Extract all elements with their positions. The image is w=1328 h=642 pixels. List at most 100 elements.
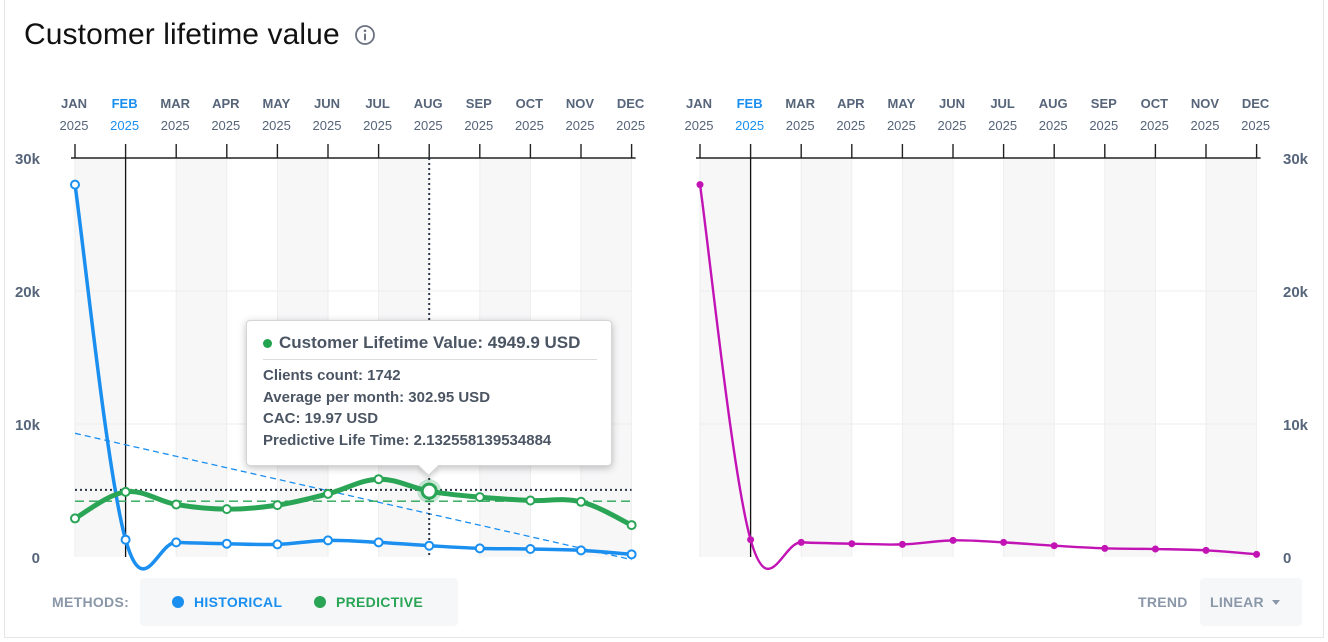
month-label: MAY [888, 96, 916, 111]
predictive-dot-icon [314, 596, 326, 608]
month-label: JAN [61, 96, 87, 111]
trend-select[interactable]: LINEAR [1200, 578, 1302, 626]
y-tick-label: 20k [1283, 284, 1309, 301]
year-label: 2025 [566, 118, 595, 133]
trend-point [747, 536, 755, 544]
methods-label: METHODS: [52, 594, 130, 610]
month-label: OCT [1141, 96, 1169, 111]
month-label: FEB [112, 96, 138, 111]
clv-tooltip: Customer Lifetime Value: 4949.9 USD Clie… [246, 320, 612, 466]
year-label: 2025 [1191, 118, 1220, 133]
predictive-point [70, 513, 80, 524]
trend-point [696, 181, 704, 189]
predictive-point [171, 499, 182, 510]
month-band [1003, 158, 1055, 557]
predictive-point [576, 496, 586, 507]
predictive-point [525, 495, 536, 506]
predictive-point [272, 500, 283, 511]
tooltip-clients: Clients count: 1742 [263, 367, 401, 384]
predictive-point [373, 474, 384, 485]
trend-point [1000, 538, 1008, 546]
historical-point [221, 538, 232, 549]
historical-point [626, 549, 637, 560]
year-label: 2025 [60, 118, 89, 133]
methods-row: METHODS: [52, 594, 129, 610]
predictive-toggle[interactable]: PREDICTIVE [314, 594, 423, 610]
tooltip-average: Average per month: 302.95 USD [263, 388, 491, 406]
month-label: DEC [1242, 96, 1270, 111]
trend-point [1202, 546, 1210, 554]
historical-toggle[interactable]: HISTORICAL [172, 594, 282, 610]
year-label: 2025 [616, 118, 645, 133]
month-label: JUN [314, 96, 340, 111]
year-label: 2025 [735, 118, 764, 133]
year-label: 2025 [685, 118, 714, 133]
historical-point [474, 543, 485, 554]
trend-point [797, 538, 805, 546]
predictive-dot-icon [263, 338, 272, 348]
y-tick-label: 10k [15, 417, 41, 434]
historical-point [525, 544, 536, 555]
chevron-down-icon [1271, 599, 1280, 605]
month-band [801, 158, 852, 557]
month-label: JUL [990, 96, 1015, 111]
year-label: 2025 [211, 118, 240, 133]
historical-point [373, 537, 384, 548]
trend-label: TREND [1138, 594, 1188, 610]
year-label: 2025 [414, 118, 443, 133]
info-circle-icon[interactable] [354, 24, 376, 46]
month-label: NOV [1191, 96, 1220, 111]
year-label: 2025 [515, 118, 544, 133]
predictive-point [221, 504, 232, 515]
trend-point [1253, 550, 1261, 558]
header: Customer lifetime value [24, 18, 376, 52]
historical-label: HISTORICAL [194, 594, 283, 610]
trend-series-line [698, 184, 1257, 570]
trend-value: LINEAR [1210, 594, 1264, 610]
predictive-point [323, 488, 333, 499]
month-label: DEC [617, 96, 645, 111]
month-label: SEP [466, 96, 492, 111]
year-label: 2025 [110, 118, 139, 133]
year-label: 2025 [1089, 118, 1118, 133]
historical-point [424, 540, 435, 551]
month-label: FEB [737, 96, 763, 111]
y-tick-label: 10k [1283, 417, 1309, 434]
y-tick-label: 0 [1283, 550, 1291, 567]
historical-point [120, 534, 131, 545]
trend-point [1101, 544, 1109, 552]
trend-point [1050, 542, 1058, 550]
month-label: APR [837, 96, 865, 111]
methods-toggle-group [140, 578, 458, 626]
y-tick-label: 0 [32, 550, 40, 567]
left-chart: 0 10k 20k 30k JAN 2025 FEB 2025 MAR 2025 APR 2025 MA… [15, 96, 645, 571]
month-band [1104, 158, 1156, 557]
predictive-point [474, 492, 485, 503]
year-label: 2025 [786, 118, 815, 133]
tooltip-title: Customer Lifetime Value: 4949.9 USD [279, 333, 581, 352]
predictive-series-line [73, 476, 633, 528]
month-label: JUN [939, 96, 965, 111]
month-label: OCT [516, 96, 544, 111]
month-band [1206, 158, 1257, 557]
month-band [700, 158, 751, 557]
year-label: 2025 [363, 118, 392, 133]
year-label: 2025 [313, 118, 342, 133]
trend-point [1151, 545, 1159, 553]
historical-point [323, 535, 333, 546]
year-label: 2025 [1140, 118, 1169, 133]
month-label: APR [212, 96, 240, 111]
trend-point [848, 540, 856, 548]
year-label: 2025 [836, 118, 865, 133]
year-label: 2025 [262, 118, 291, 133]
month-band [176, 158, 227, 557]
historical-point [272, 539, 283, 550]
year-label: 2025 [1039, 118, 1068, 133]
page-title: Customer lifetime value [24, 18, 340, 51]
month-label: AUG [414, 96, 443, 111]
year-label: 2025 [464, 118, 493, 133]
historical-point [576, 545, 586, 556]
year-label: 2025 [887, 118, 916, 133]
trend-point [949, 536, 957, 544]
